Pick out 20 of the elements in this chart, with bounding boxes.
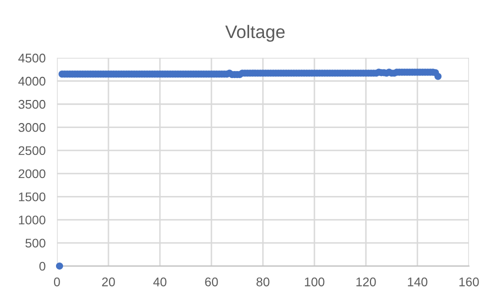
y-tick-label: 0 <box>39 262 46 271</box>
x-tick-label: 0 <box>54 277 60 286</box>
x-tick-label: 140 <box>408 277 428 286</box>
y-tick-label: 1000 <box>18 216 46 224</box>
y-tick-label: 3500 <box>18 100 46 109</box>
x-tick-label: 80 <box>256 277 270 286</box>
y-tick-label: 1500 <box>18 192 46 202</box>
x-tick-label: 120 <box>356 277 376 286</box>
x-tick-label: 60 <box>205 277 218 286</box>
y-tick-label: 4000 <box>18 76 46 86</box>
x-tick-label: 160 <box>459 277 479 286</box>
x-tick-label: 20 <box>102 277 115 286</box>
x-tick-label: 100 <box>304 277 324 286</box>
x-tick-label: 40 <box>153 277 166 286</box>
y-tick-label: 500 <box>25 238 46 248</box>
y-tick-label: 2500 <box>18 146 46 156</box>
chart-title: Voltage <box>225 24 285 42</box>
y-tick-label: 4500 <box>18 54 46 63</box>
y-tick-label: 2000 <box>18 169 46 178</box>
y-tick-label: 3000 <box>18 123 46 132</box>
